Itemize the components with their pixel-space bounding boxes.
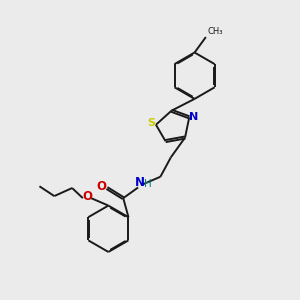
Text: H: H	[144, 179, 152, 189]
Text: N: N	[189, 112, 199, 122]
Text: S: S	[148, 118, 155, 128]
Text: O: O	[82, 190, 92, 203]
Text: N: N	[135, 176, 145, 190]
Text: O: O	[97, 180, 107, 193]
Text: CH₃: CH₃	[208, 27, 223, 36]
